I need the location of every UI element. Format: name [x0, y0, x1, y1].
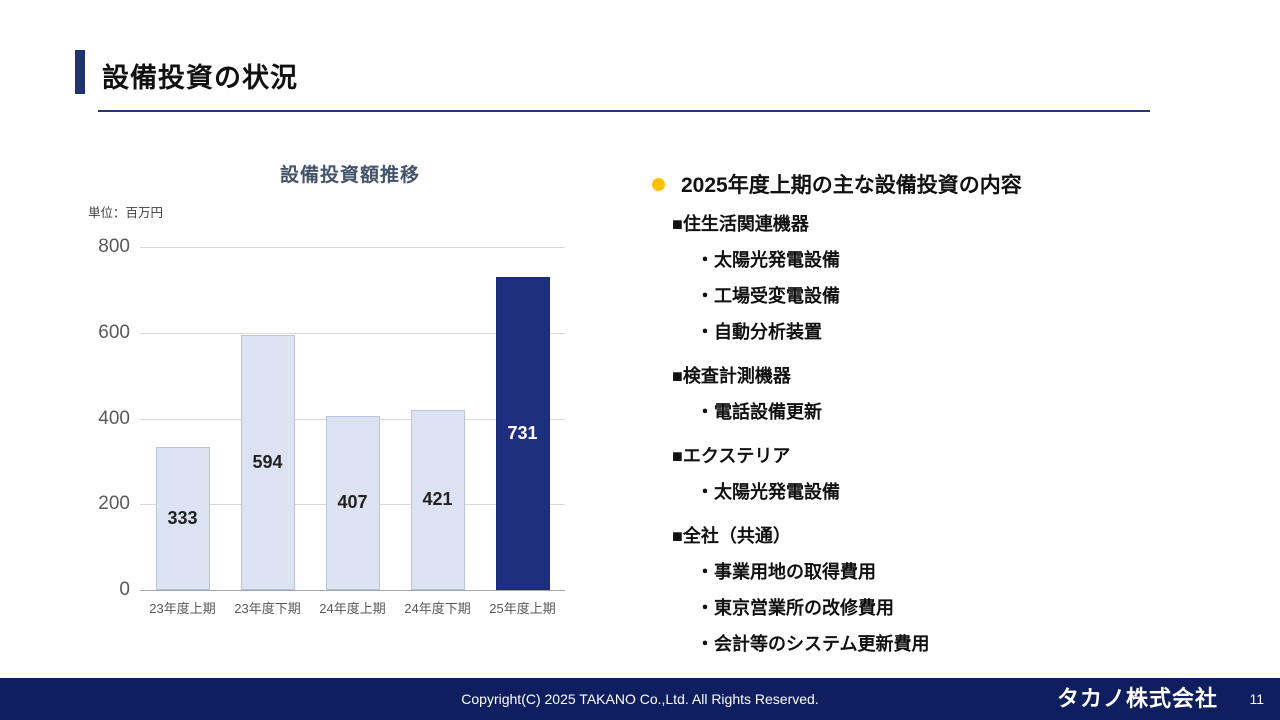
- section-company-wide: ■全社（共通） ・事業用地の取得費用 ・東京営業所の改修費用 ・会計等のシステム…: [672, 518, 1252, 662]
- panel-heading-row: 2025年度上期の主な設備投資の内容: [652, 170, 1252, 198]
- panel-heading: 2025年度上期の主な設備投資の内容: [681, 174, 1022, 197]
- list-item: ・事業用地の取得費用: [696, 562, 876, 582]
- bar-value-label: 421: [422, 489, 453, 510]
- bar-value-label: 407: [337, 492, 368, 513]
- section-title: ■全社（共通）: [672, 526, 791, 546]
- category-label: 23年度上期: [149, 601, 216, 616]
- bars-group: 333 594 407 421 731: [140, 247, 565, 590]
- list-item: ・工場受変電設備: [696, 286, 840, 306]
- list-item: ・東京営業所の改修費用: [696, 598, 894, 618]
- section-title: ■住生活関連機器: [672, 214, 809, 234]
- chart-plot-area: 800 600 400 200 0 333 594 407 421 731: [98, 236, 565, 616]
- footer-bar: Copyright(C) 2025 TAKANO Co.,Ltd. All Ri…: [0, 678, 1280, 720]
- bar-25-h1: 731: [495, 276, 550, 590]
- bar-23-h1: 333: [155, 447, 210, 590]
- x-axis-labels: 23年度上期 23年度下期 24年度上期 24年度下期 25年度上期: [140, 598, 565, 617]
- category-label: 25年度上期: [489, 601, 556, 616]
- y-axis-label: 400: [98, 408, 130, 429]
- company-logo: タカノ株式会社: [1056, 686, 1218, 711]
- category-label: 24年度下期: [404, 601, 471, 616]
- page-number: 11: [1249, 691, 1264, 707]
- list-item: ・電話設備更新: [696, 402, 822, 422]
- list-item: ・太陽光発電設備: [696, 250, 840, 270]
- section-housing-equipment: ■住生活関連機器 ・太陽光発電設備 ・工場受変電設備 ・自動分析装置: [672, 206, 1252, 350]
- bar-value-label: 333: [167, 508, 198, 529]
- bar-value-label: 594: [252, 452, 283, 473]
- y-axis-label: 800: [98, 236, 130, 257]
- gridline-600: [140, 333, 565, 334]
- title-accent-bar: [75, 50, 85, 94]
- list-item: ・自動分析装置: [696, 322, 822, 342]
- bar-24-h1: 407: [325, 415, 380, 590]
- chart-title: 設備投資額推移: [279, 165, 420, 186]
- investment-details-panel: 2025年度上期の主な設備投資の内容 ■住生活関連機器 ・太陽光発電設備 ・工場…: [652, 170, 1252, 662]
- list-item: ・太陽光発電設備: [696, 482, 840, 502]
- bar-chart: 800 600 400 200 0 333 594 407 421 731: [85, 236, 580, 647]
- y-axis-label: 0: [119, 579, 130, 600]
- bar-24-h2: 421: [410, 409, 465, 590]
- page-title: 設備投資の状況: [102, 63, 298, 93]
- section-title: ■検査計測機器: [672, 366, 791, 386]
- gridline-800: [140, 247, 565, 248]
- bullet-icon: [652, 177, 665, 191]
- category-label: 24年度上期: [319, 601, 386, 616]
- gridline-baseline: [140, 590, 565, 591]
- copyright-text: Copyright(C) 2025 TAKANO Co.,Ltd. All Ri…: [461, 691, 819, 707]
- title-underline: [98, 110, 1150, 112]
- section-exterior: ■エクステリア ・太陽光発電設備: [672, 438, 1252, 510]
- category-label: 23年度下期: [234, 601, 301, 616]
- section-inspection-equipment: ■検査計測機器 ・電話設備更新: [672, 358, 1252, 430]
- chart-unit-label: 単位：百万円: [88, 206, 164, 220]
- y-axis-label: 600: [98, 322, 130, 343]
- section-title: ■エクステリア: [672, 446, 791, 466]
- sections: ■住生活関連機器 ・太陽光発電設備 ・工場受変電設備 ・自動分析装置 ■検査計測…: [672, 206, 1252, 662]
- y-axis-label: 200: [98, 493, 130, 514]
- bar-23-h2: 594: [240, 335, 295, 590]
- list-item: ・会計等のシステム更新費用: [696, 634, 930, 654]
- bar-value-label: 731: [507, 422, 538, 443]
